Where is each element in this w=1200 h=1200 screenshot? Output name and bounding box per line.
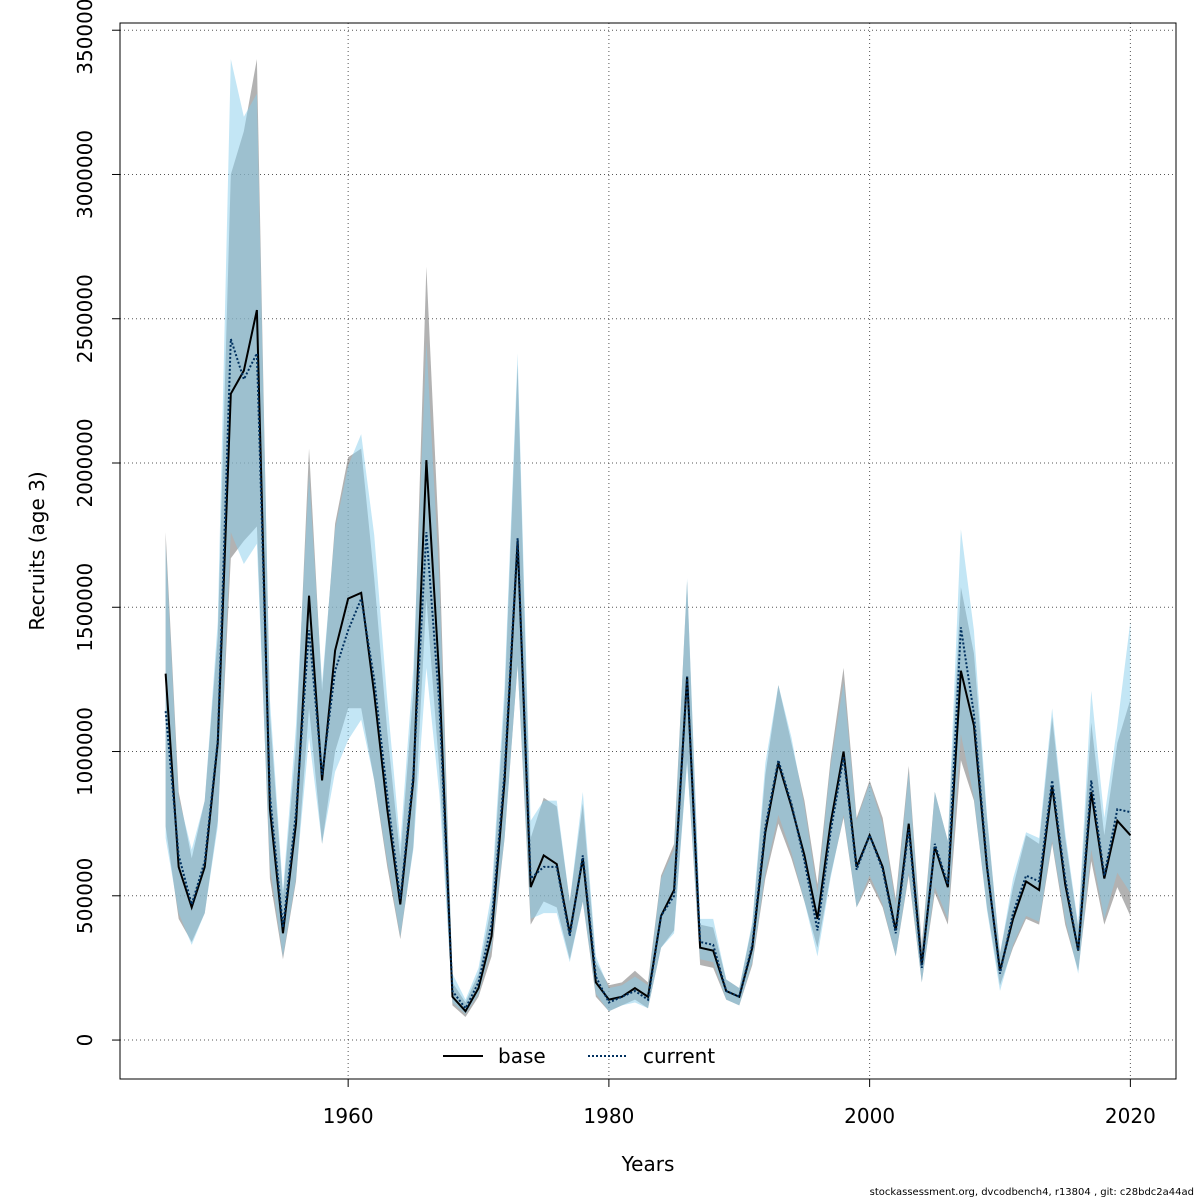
y-tick-label: 0: [73, 1034, 97, 1047]
x-axis-title: Years: [621, 1152, 675, 1176]
x-axis: 1960 1980 2000 2020: [323, 1079, 1156, 1128]
legend: base current: [443, 1044, 715, 1068]
series-line-current: [164, 338, 1131, 1011]
confidence-bands: [165, 59, 1131, 1017]
y-axis: 0 500000 1000000 1500000 2000000 2500000 30000…: [73, 0, 120, 1046]
band-current: [165, 59, 1131, 1015]
y-tick-label: 3000000: [73, 130, 97, 219]
series-lines: [164, 309, 1132, 1013]
grid: [120, 23, 1176, 1079]
plot-frame: [119, 22, 1177, 1080]
y-tick-label: 1000000: [73, 707, 97, 796]
y-tick-label: 3500000: [73, 0, 97, 75]
y-tick-label: 2500000: [73, 274, 97, 363]
x-tick-label: 1960: [323, 1104, 374, 1128]
y-axis-title: Recruits (age 3): [25, 471, 49, 630]
y-tick-label: 500000: [73, 858, 97, 934]
series-line-base: [164, 309, 1132, 1013]
x-tick-label: 2000: [844, 1104, 895, 1128]
x-tick-label: 2020: [1105, 1104, 1156, 1128]
x-tick-label: 1980: [583, 1104, 634, 1128]
legend-current-label: current: [643, 1044, 715, 1068]
legend-base-label: base: [498, 1044, 546, 1068]
y-tick-label: 1500000: [73, 563, 97, 652]
y-tick-label: 2000000: [73, 418, 97, 507]
footer-credit: stockassessment.org, dvcodbench4, r13804…: [869, 1187, 1194, 1198]
